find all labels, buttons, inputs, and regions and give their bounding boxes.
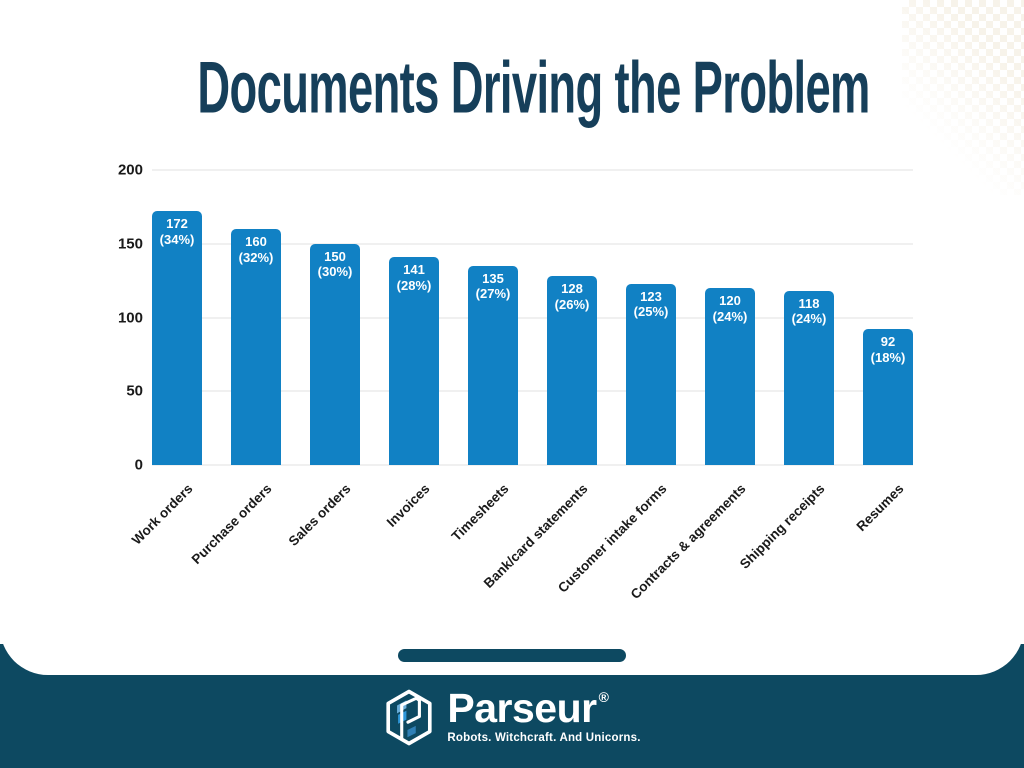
page-title: Documents Driving the Problem bbox=[0, 46, 1024, 129]
bar: 128 (26%) bbox=[547, 276, 597, 465]
bar-value-label: 128 (26%) bbox=[554, 281, 590, 312]
bar: 141 (28%) bbox=[389, 257, 439, 465]
parseur-logo: Parseur ® Robots. Witchcraft. And Unicor… bbox=[0, 685, 1024, 746]
content-card: Documents Driving the Problem 0 50 100 150 2… bbox=[0, 0, 1024, 636]
x-axis-labels: Work orders Purchase orders Sales orders In… bbox=[129, 481, 913, 636]
bar: 120 (24%) bbox=[705, 288, 755, 465]
bar-value-label: 123 (25%) bbox=[633, 288, 669, 320]
y-tick-label: 150 bbox=[117, 235, 143, 253]
bar-value-label: 141 (28%) bbox=[396, 262, 432, 293]
x-category-label: Bank/card statements bbox=[480, 481, 591, 591]
brand-block: Parseur ® Robots. Witchcraft. And Unicor… bbox=[447, 685, 641, 744]
bar-value-label: 160 (32%) bbox=[238, 234, 274, 265]
bar-value-label: 150 (30%) bbox=[317, 248, 353, 280]
bar: 150 (30%) bbox=[310, 243, 360, 465]
bar: 160 (32%) bbox=[231, 229, 281, 465]
plot-area: 172 (34%) 160 (32%) 150 (30%) 141 (28%) 135 (27%)… bbox=[152, 169, 913, 466]
gridline bbox=[152, 242, 913, 245]
x-category-label: Shipping receipts bbox=[736, 481, 828, 572]
gridline bbox=[152, 390, 913, 393]
y-tick-label: 100 bbox=[117, 309, 143, 326]
divider-pill bbox=[398, 649, 626, 662]
bar-chart: 0 50 100 150 200 172 (34%) 160 (32%) 150 (30%) 141… bbox=[88, 162, 913, 636]
x-category-label: Timesheets bbox=[448, 481, 512, 544]
gridline bbox=[152, 169, 913, 171]
bar-value-label: 118 (24%) bbox=[791, 295, 827, 327]
x-category-label: Sales orders bbox=[285, 481, 354, 549]
x-category-label: Work orders bbox=[128, 481, 196, 548]
bar: 118 (24%) bbox=[784, 290, 834, 465]
bar: 123 (25%) bbox=[626, 283, 676, 465]
x-category-label: Purchase orders bbox=[188, 481, 275, 567]
x-category-label: Contracts & agreements bbox=[627, 481, 749, 602]
bar: 172 (34%) bbox=[152, 211, 202, 465]
y-axis: 0 50 100 150 200 bbox=[88, 162, 143, 474]
bar-value-label: 135 (27%) bbox=[475, 270, 511, 302]
bar-value-label: 120 (24%) bbox=[712, 293, 748, 324]
y-tick-label: 50 bbox=[126, 382, 143, 400]
y-tick-label: 200 bbox=[117, 161, 143, 179]
bar: 135 (27%) bbox=[468, 265, 518, 465]
brand-name: Parseur bbox=[447, 685, 597, 731]
bar-value-label: 92 (18%) bbox=[870, 334, 906, 365]
bar-value-label: 172 (34%) bbox=[159, 216, 195, 247]
brand-row: Parseur ® bbox=[447, 685, 609, 731]
gridline bbox=[152, 464, 913, 466]
registered-mark: ® bbox=[598, 689, 609, 705]
x-category-label: Resumes bbox=[853, 481, 907, 535]
x-category-label: Invoices bbox=[383, 481, 433, 530]
halftone-pattern bbox=[902, 0, 1024, 195]
bar: 92 (18%) bbox=[863, 329, 913, 465]
x-category-label: Customer intake forms bbox=[555, 481, 670, 596]
y-tick-label: 0 bbox=[134, 456, 143, 474]
parseur-logo-icon bbox=[386, 689, 432, 746]
gridline bbox=[152, 316, 913, 319]
page-title-text: Documents Driving the Problem bbox=[197, 47, 870, 129]
brand-tagline: Robots. Witchcraft. And Unicorns. bbox=[447, 731, 641, 744]
